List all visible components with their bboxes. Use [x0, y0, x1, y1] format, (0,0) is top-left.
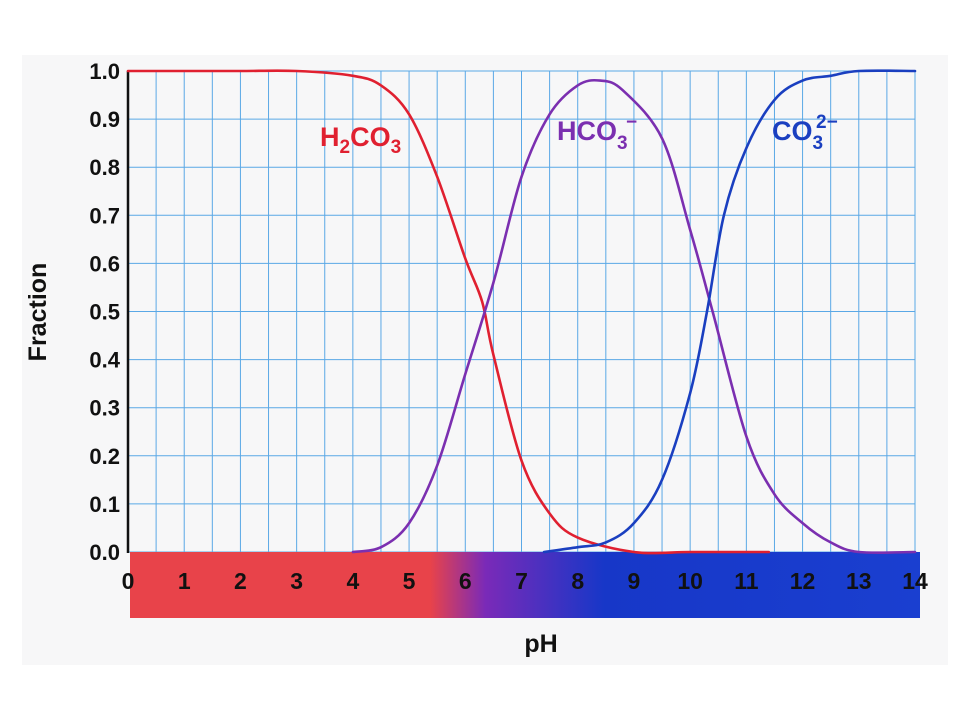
- h2co3-label-sub2: 2: [340, 137, 351, 158]
- hco3-label-main: HCO: [557, 116, 617, 146]
- y-tick-label: 0.1: [89, 492, 120, 517]
- x-tick-label: 3: [290, 568, 303, 594]
- x-tick-label: 12: [790, 568, 816, 594]
- co3-label-sup: 2−: [816, 112, 838, 133]
- x-tick-label: 8: [571, 568, 584, 594]
- x-tick-labels: 0 1 2 3 4 5 6 7 8 9 10 11 12 13 14: [122, 568, 928, 594]
- y-tick-label: 0.3: [89, 396, 120, 421]
- y-tick-label: 1.0: [89, 59, 120, 84]
- hco3-label-sup: −: [626, 112, 637, 133]
- co3-label-sub: 3: [813, 133, 824, 154]
- hco3-curve: [351, 78, 917, 555]
- x-tick-label: 10: [677, 568, 703, 594]
- h2co3-label-h: H: [320, 122, 340, 152]
- y-tick-labels: 0.0 0.1 0.2 0.3 0.4 0.5 0.6 0.7 0.8 0.9 1.0: [89, 59, 120, 565]
- h2co3-label-sub3: 3: [391, 137, 402, 158]
- y-tick-label: 0.2: [89, 444, 120, 469]
- h2co3-curve: [126, 69, 771, 555]
- y-tick-label: 0.7: [89, 203, 120, 228]
- x-tick-label: 2: [234, 568, 247, 594]
- y-tick-label: 0.0: [89, 540, 120, 565]
- x-tick-label: 11: [734, 568, 759, 594]
- x-tick-label: 5: [403, 568, 416, 594]
- hco3-label-sub: 3: [617, 133, 628, 154]
- y-tick-label: 0.9: [89, 107, 120, 132]
- co3-label: CO32−: [772, 112, 838, 154]
- hco3-label: HCO3−: [557, 112, 637, 154]
- h2co3-label: H2CO3: [320, 122, 401, 158]
- co3-label-main: CO: [772, 116, 813, 146]
- y-tick-label: 0.8: [89, 155, 120, 180]
- h2co3-label-co: CO: [350, 122, 391, 152]
- curves: [126, 69, 917, 555]
- x-tick-label: 14: [902, 568, 928, 594]
- ph-color-bar: [130, 552, 920, 618]
- co3-curve: [542, 69, 917, 554]
- y-tick-label: 0.5: [89, 300, 120, 325]
- y-tick-label: 0.6: [89, 251, 120, 276]
- x-axis-title: pH: [524, 630, 557, 658]
- x-tick-label: 13: [846, 568, 872, 594]
- x-tick-label: 7: [515, 568, 528, 594]
- x-tick-label: 6: [459, 568, 472, 594]
- grid: [127, 70, 916, 553]
- x-tick-label: 9: [628, 568, 641, 594]
- y-axis-title: Fraction: [24, 263, 52, 362]
- x-tick-label: 4: [346, 568, 359, 594]
- x-tick-label: 0: [122, 568, 135, 594]
- y-tick-label: 0.4: [89, 348, 120, 373]
- x-tick-label: 1: [178, 568, 191, 594]
